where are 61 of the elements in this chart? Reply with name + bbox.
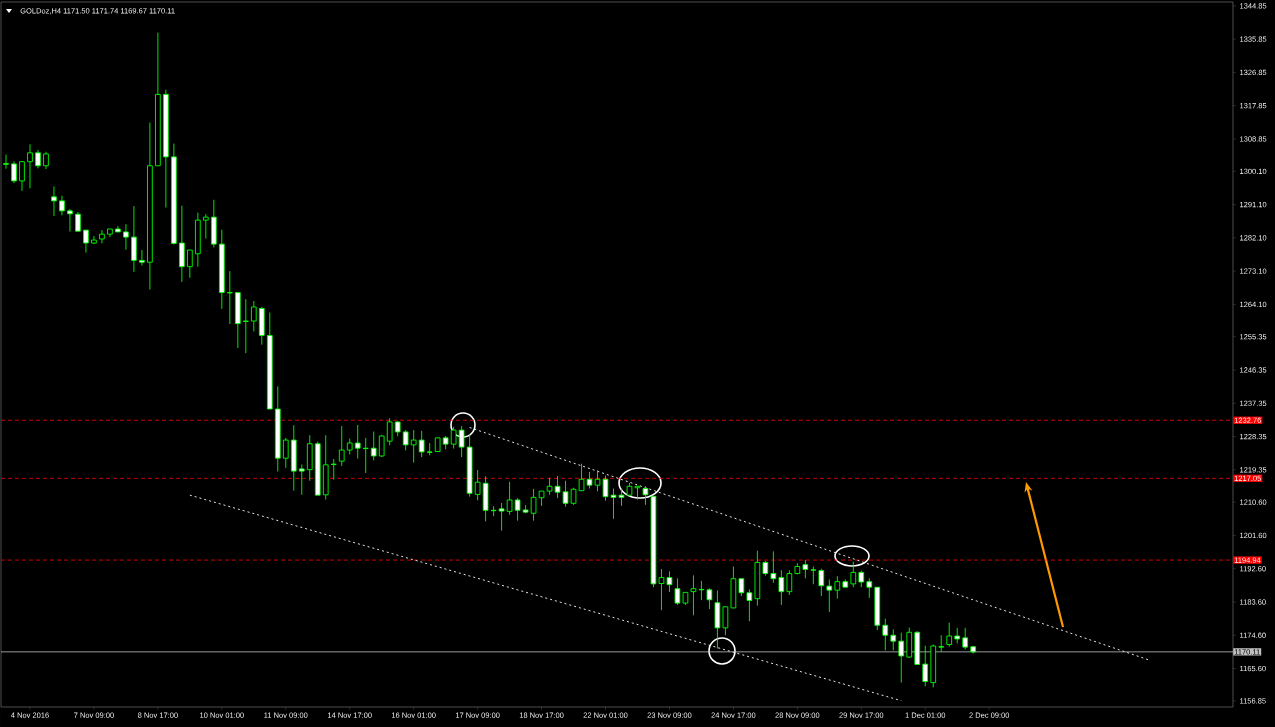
candlestick (35, 149, 41, 169)
candlestick (187, 249, 193, 279)
candlestick (298, 464, 305, 496)
candlestick (19, 160, 25, 192)
candlestick (75, 211, 81, 232)
candlestick (226, 270, 233, 325)
candlestick (898, 632, 905, 684)
candlestick (698, 580, 705, 601)
candlestick (850, 561, 857, 588)
candlestick (530, 488, 537, 522)
candlestick (866, 577, 873, 599)
candlestick (354, 424, 361, 459)
candlestick (426, 442, 433, 456)
candlestick (770, 550, 777, 584)
candlestick (882, 618, 889, 651)
candlestick (450, 426, 457, 450)
candlestick (506, 481, 513, 516)
candlestick (746, 588, 753, 622)
candlestick (922, 645, 929, 687)
candlestick (490, 505, 497, 517)
candlestick (786, 569, 793, 596)
candlestick (818, 568, 825, 597)
candlestick (498, 502, 505, 532)
candlestick (810, 566, 817, 585)
candlestick (706, 587, 713, 610)
candlestick (370, 431, 377, 461)
candlestick (386, 417, 393, 446)
candlestick (514, 497, 521, 522)
candlestick (826, 578, 833, 613)
candlestick (890, 628, 897, 651)
candlestick (778, 569, 785, 606)
candlestick (338, 425, 345, 467)
candlestick (27, 143, 33, 189)
candlestick (202, 213, 209, 240)
candlestick (834, 575, 841, 600)
candlestick (250, 300, 257, 332)
candlestick (242, 298, 249, 354)
candlestick (362, 437, 369, 474)
candlestick (51, 186, 57, 217)
candlestick (410, 429, 417, 464)
candlestick (282, 437, 289, 469)
candlestick (83, 229, 89, 254)
candlestick (402, 429, 409, 451)
candlestick (946, 622, 953, 648)
candlestick (3, 154, 9, 170)
candlestick (690, 574, 697, 616)
candlestick (474, 469, 481, 501)
candlestick (802, 559, 809, 579)
candlestick (330, 458, 337, 481)
candlestick (938, 634, 945, 653)
candlestick (418, 430, 425, 458)
candlestick (99, 229, 105, 244)
candlestick (962, 627, 969, 650)
candlestick (722, 606, 729, 636)
candlestick (139, 249, 145, 267)
candlestick (11, 160, 17, 184)
candlestick (59, 195, 65, 216)
candlestick (179, 205, 185, 283)
candlestick (123, 223, 129, 251)
candlestick (67, 208, 73, 233)
candlestick (131, 205, 137, 273)
